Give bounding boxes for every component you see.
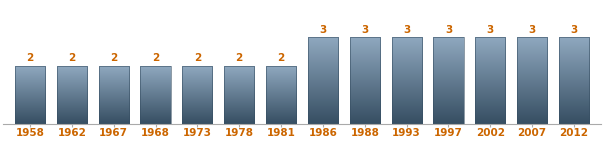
Text: 3: 3 — [361, 25, 368, 35]
Text: 3: 3 — [320, 25, 327, 35]
Text: 3: 3 — [570, 25, 577, 35]
Text: 2: 2 — [152, 53, 159, 63]
Text: 2: 2 — [27, 53, 34, 63]
Text: 2: 2 — [194, 53, 201, 63]
Text: 2: 2 — [236, 53, 243, 63]
Text: 2: 2 — [277, 53, 284, 63]
Text: 3: 3 — [445, 25, 452, 35]
Text: 3: 3 — [528, 25, 536, 35]
Text: 2: 2 — [68, 53, 76, 63]
Text: 3: 3 — [487, 25, 494, 35]
Text: 2: 2 — [110, 53, 117, 63]
Text: 3: 3 — [403, 25, 410, 35]
